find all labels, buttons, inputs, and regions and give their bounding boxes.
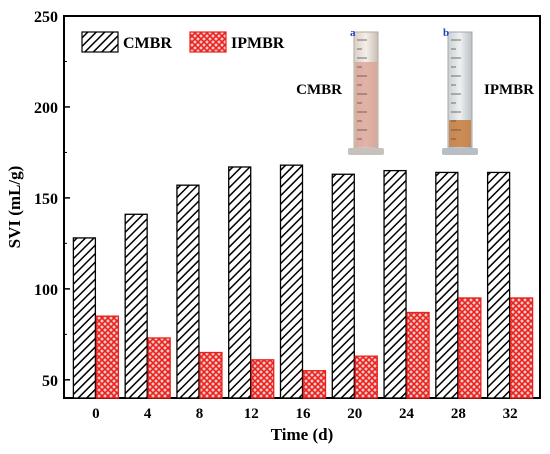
y-tick-label: 200 [34, 100, 58, 117]
bar-ipmbr-20 [354, 355, 378, 399]
y-axis-title: SVI (mL/g) [5, 166, 24, 249]
cylinder-a-sludge [355, 62, 377, 147]
inset-photo-b: b [440, 24, 480, 157]
bar-cmbr-16 [279, 164, 304, 399]
photo-label-cmbr: CMBR [296, 82, 342, 98]
x-tick-label: 0 [92, 406, 100, 422]
inset-photo-a: a [346, 24, 386, 157]
cylinder-a-base [348, 148, 384, 155]
bar-cmbr-4 [124, 213, 148, 399]
x-tick-label: 28 [451, 406, 466, 422]
y-tick-label: 250 [34, 9, 58, 26]
bar-cmbr-0 [72, 237, 97, 399]
photo-tag-a: a [350, 27, 356, 39]
bars-layer [72, 164, 534, 399]
bar-cmbr-24 [383, 169, 407, 399]
legend: CMBR IPMBR [81, 31, 285, 53]
y-tick-label: 50 [42, 373, 58, 390]
x-tick-label: 20 [347, 406, 362, 422]
legend-label-ipmbr: IPMBR [231, 35, 285, 52]
photo-tag-b: b [443, 27, 449, 39]
bar-cmbr-28 [435, 171, 459, 399]
photo-label-ipmbr: IPMBR [484, 82, 534, 98]
bar-cmbr-32 [486, 171, 511, 399]
cylinder-b-base [442, 148, 478, 155]
legend-swatch-cmbr [81, 31, 119, 53]
bar-cmbr-12 [228, 166, 252, 399]
y-axis: 50 100 150 200 250 [34, 9, 70, 390]
legend-swatch-ipmbr [189, 31, 227, 53]
bar-ipmbr-24 [406, 311, 430, 399]
bar-ipmbr-4 [147, 337, 171, 399]
x-axis-title: Time (d) [271, 425, 334, 444]
x-tick-label: 32 [503, 406, 518, 422]
bar-ipmbr-0 [95, 315, 120, 399]
bar-ipmbr-28 [458, 297, 482, 399]
bar-ipmbr-8 [199, 351, 223, 399]
bar-cmbr-8 [176, 184, 200, 399]
legend-label-cmbr: CMBR [123, 35, 172, 52]
bar-cmbr-20 [331, 173, 355, 399]
y-tick-label: 150 [34, 191, 58, 208]
x-tick-label: 12 [244, 406, 259, 422]
x-tick-label: 8 [196, 406, 204, 422]
x-tick-label: 4 [144, 406, 152, 422]
bar-ipmbr-32 [509, 297, 534, 399]
y-tick-label: 100 [34, 282, 58, 299]
bar-ipmbr-16 [302, 370, 327, 399]
x-tick-label: 24 [399, 406, 415, 422]
bar-ipmbr-12 [251, 359, 275, 399]
x-tick-label: 16 [296, 406, 312, 422]
cylinder-b-sludge [449, 120, 471, 147]
